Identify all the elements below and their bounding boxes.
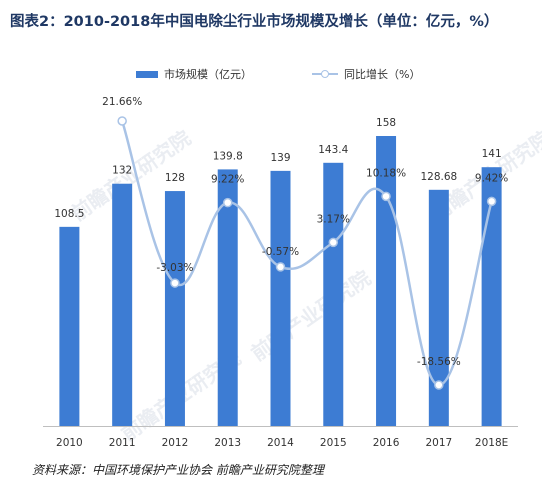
line-point: [275, 262, 286, 272]
line-point: [328, 237, 339, 248]
bar-value-label: 139: [270, 152, 290, 164]
bar-value-label: 128: [165, 172, 185, 184]
bar-value-label: 141: [482, 148, 502, 160]
bar: [270, 170, 291, 426]
chart-title: 图表2：2010-2018年中国电除尘行业市场规模及增长（单位：亿元，%）: [10, 14, 499, 30]
legend-line-swatch: [312, 69, 338, 79]
line-point: [381, 191, 391, 202]
line-value-label: 21.66%: [102, 96, 142, 108]
bar-value-label: 108.5: [54, 208, 84, 220]
legend-item-bar: 市场规模（亿元）: [136, 66, 252, 82]
bar: [112, 183, 133, 426]
x-tick-label: 2013: [214, 437, 241, 449]
bar: [164, 191, 185, 426]
legend-bar-swatch: [136, 70, 158, 78]
bar: [217, 169, 238, 426]
bar-value-label: 158: [376, 117, 396, 129]
line-value-label: -0.57%: [262, 246, 299, 258]
legend-bar-label: 市场规模（亿元）: [164, 68, 252, 81]
line-value-label: 10.18%: [366, 167, 406, 179]
line-point: [222, 197, 233, 208]
bar: [428, 189, 449, 426]
line-value-label: -18.56%: [417, 356, 461, 368]
bar: [376, 136, 397, 426]
line-point: [434, 380, 444, 390]
legend-item-line: 同比增长（%）: [312, 66, 420, 82]
bar: [323, 162, 344, 426]
x-tick-label: 2015: [320, 437, 347, 449]
line-value-label: -3.03%: [156, 262, 193, 274]
source-note: 资料来源：中国环境保护产业协会 前瞻产业研究院整理: [32, 463, 324, 477]
line-value-label: 9.22%: [211, 174, 244, 186]
line-value-label: 3.17%: [317, 213, 350, 225]
line-point: [170, 278, 180, 288]
bar-value-label: 143.4: [318, 144, 348, 156]
x-tick-label: 2010: [56, 437, 83, 449]
line-point: [117, 116, 127, 126]
bar-value-label: 128.68: [420, 171, 457, 183]
bar: [481, 167, 502, 427]
x-tick-label: 2011: [109, 437, 136, 449]
legend-line-label: 同比增长（%）: [344, 68, 421, 81]
line-value-label: 9.42%: [475, 172, 508, 184]
x-tick-label: 2014: [267, 437, 294, 449]
line-point: [486, 196, 497, 207]
bar-value-label: 139.8: [213, 150, 243, 162]
bar-value-label: 132: [112, 165, 132, 177]
x-tick-label: 2017: [425, 437, 452, 449]
x-tick-label: 2012: [162, 437, 189, 449]
bar: [59, 226, 80, 426]
x-tick-label: 2018E: [475, 437, 508, 449]
x-tick-label: 2016: [373, 437, 400, 449]
legend: 市场规模（亿元） 同比增长（%）: [0, 66, 542, 84]
